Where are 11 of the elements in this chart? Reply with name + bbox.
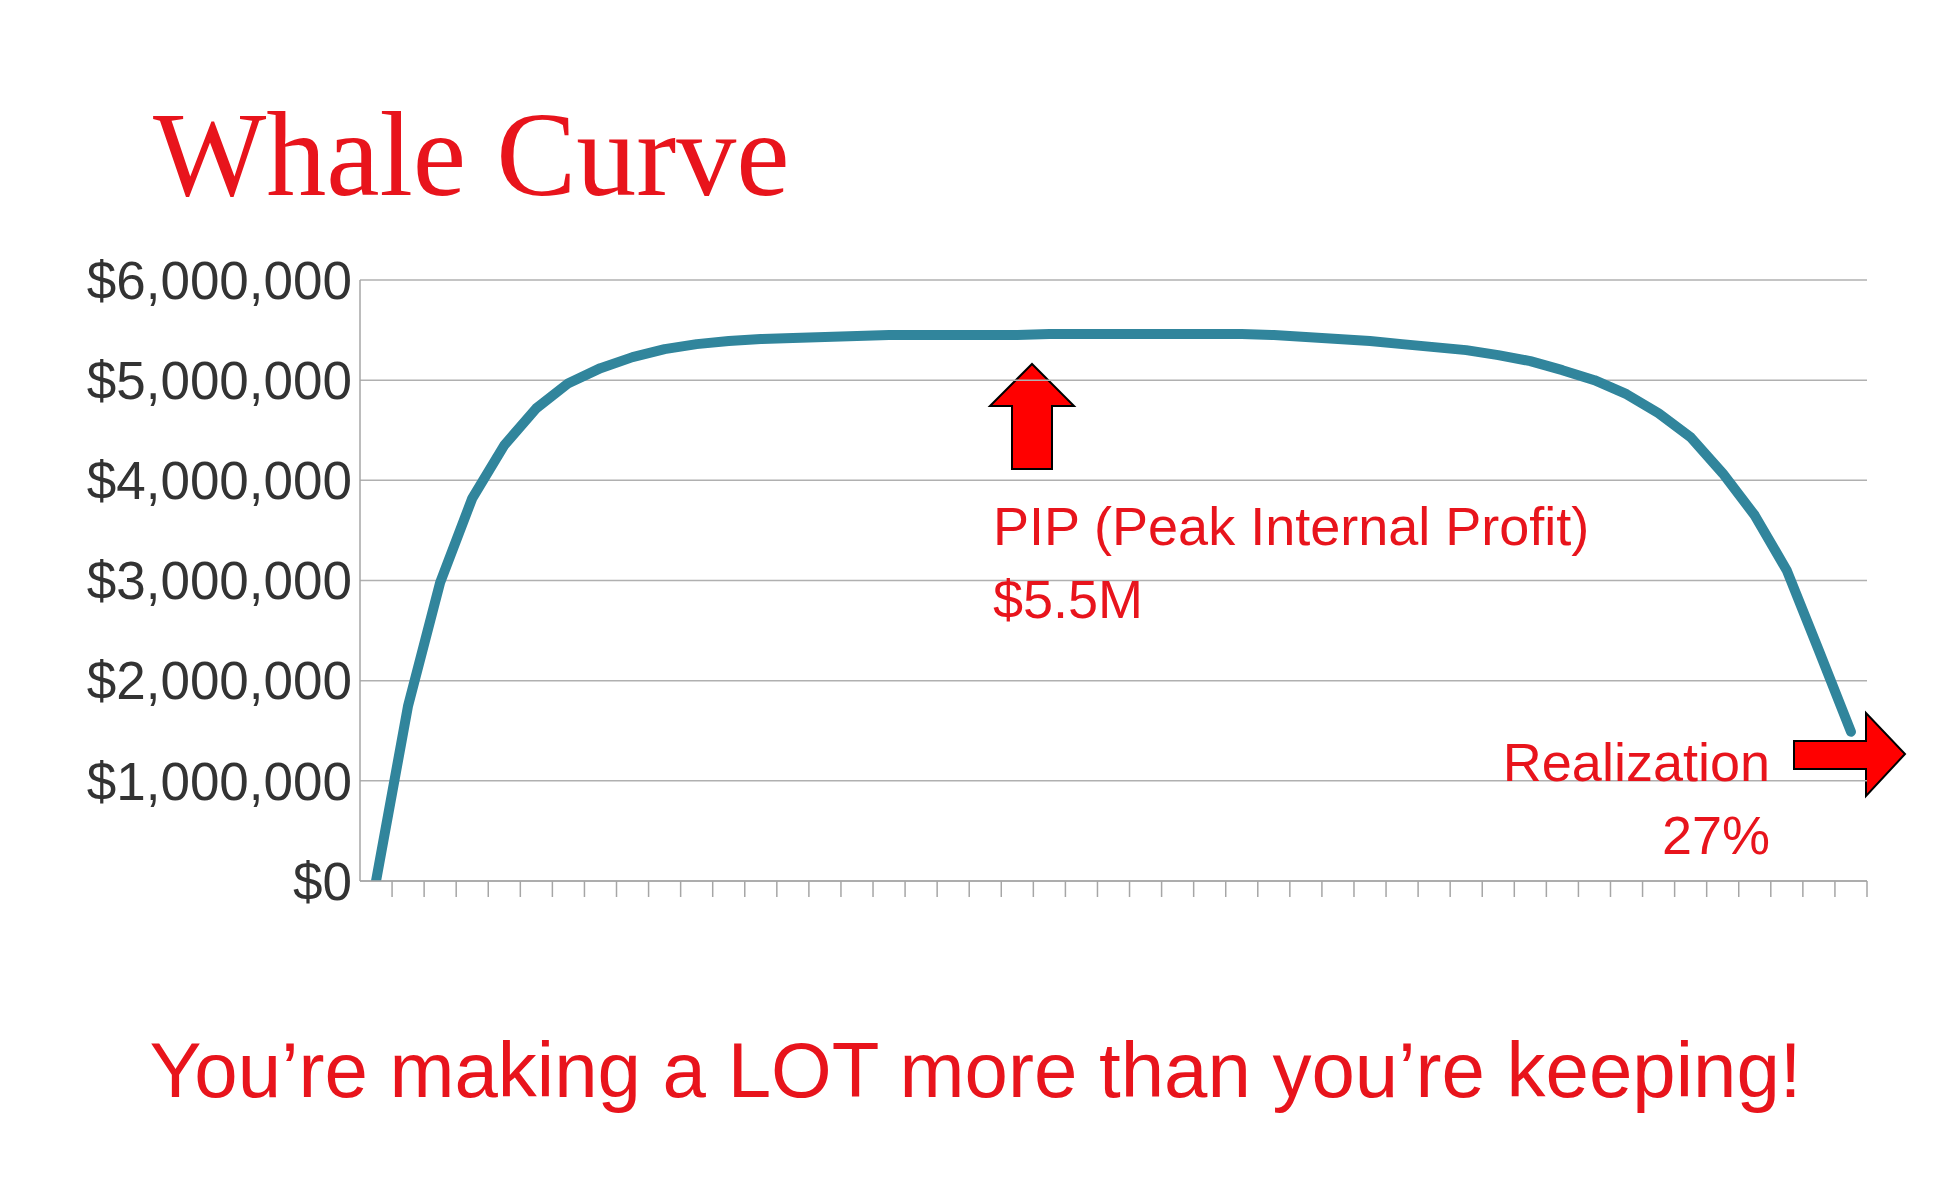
y-tick-label: $1,000,000 xyxy=(86,751,352,811)
y-tick-label: $0 xyxy=(293,851,352,911)
y-tick-label: $2,000,000 xyxy=(86,651,352,711)
y-tick-label: $3,000,000 xyxy=(86,551,352,611)
chart-title: Whale Curve xyxy=(153,87,790,223)
y-tick-label: $5,000,000 xyxy=(86,350,352,410)
annotation: PIP (Peak Internal Profit) $5.5M xyxy=(993,495,1590,631)
text: You’re making a LOT more than you’re keeping! xyxy=(148,1025,1803,1116)
y-tick-label: $4,000,000 xyxy=(86,451,352,511)
annotation: Realization 27% xyxy=(1502,731,1770,867)
y-tick-label: $6,000,000 xyxy=(86,250,352,310)
